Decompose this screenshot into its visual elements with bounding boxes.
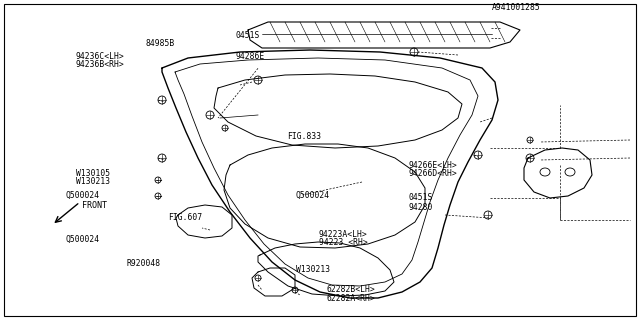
Text: Q500024: Q500024 [65, 235, 99, 244]
Text: W130213: W130213 [296, 265, 330, 274]
Text: 94223A<LH>: 94223A<LH> [319, 230, 367, 239]
Text: 62282A<RH>: 62282A<RH> [326, 294, 375, 303]
Text: 0451S: 0451S [408, 193, 433, 202]
Text: 94236B<RH>: 94236B<RH> [76, 60, 124, 69]
Text: W130105: W130105 [76, 169, 109, 178]
Text: W130213: W130213 [76, 177, 109, 186]
Text: 94280: 94280 [408, 203, 433, 212]
Text: A941001285: A941001285 [492, 3, 540, 12]
Text: Q500024: Q500024 [296, 191, 330, 200]
Text: 94266D<RH>: 94266D<RH> [408, 169, 457, 178]
Text: FIG.833: FIG.833 [287, 132, 321, 140]
Text: 94236C<LH>: 94236C<LH> [76, 52, 124, 61]
Text: 94223 <RH>: 94223 <RH> [319, 238, 367, 247]
Text: 62282B<LH>: 62282B<LH> [326, 285, 375, 294]
Text: R920048: R920048 [127, 259, 161, 268]
Text: 0451S: 0451S [236, 31, 260, 40]
Text: 94286E: 94286E [236, 52, 265, 60]
Text: Q500024: Q500024 [65, 191, 99, 200]
Text: 84985B: 84985B [146, 39, 175, 48]
Text: FIG.607: FIG.607 [168, 213, 202, 222]
Text: FRONT: FRONT [82, 201, 107, 210]
Text: 94266E<LH>: 94266E<LH> [408, 161, 457, 170]
